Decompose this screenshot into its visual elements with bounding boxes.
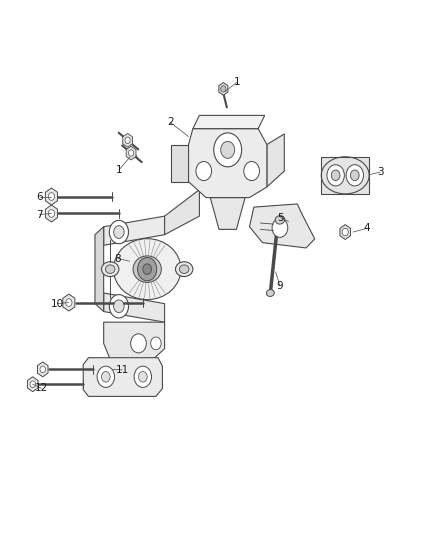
- Circle shape: [110, 295, 128, 318]
- Polygon shape: [104, 216, 165, 245]
- Circle shape: [128, 150, 134, 156]
- Text: 9: 9: [277, 281, 283, 291]
- Circle shape: [342, 228, 348, 236]
- Circle shape: [143, 264, 152, 274]
- Text: 3: 3: [377, 167, 383, 177]
- Circle shape: [134, 366, 152, 387]
- Polygon shape: [340, 224, 350, 239]
- Circle shape: [125, 137, 130, 143]
- Polygon shape: [171, 144, 188, 182]
- Circle shape: [114, 225, 124, 238]
- Circle shape: [272, 218, 288, 237]
- Circle shape: [114, 300, 124, 313]
- Polygon shape: [38, 362, 48, 377]
- Polygon shape: [83, 358, 162, 397]
- Text: 7: 7: [36, 209, 43, 220]
- Ellipse shape: [113, 239, 181, 300]
- Polygon shape: [126, 146, 136, 160]
- Text: 11: 11: [116, 365, 129, 375]
- Polygon shape: [121, 365, 160, 386]
- Ellipse shape: [180, 265, 189, 273]
- Ellipse shape: [176, 262, 193, 277]
- Text: 5: 5: [278, 213, 284, 223]
- Circle shape: [196, 161, 212, 181]
- Polygon shape: [28, 377, 38, 392]
- Circle shape: [48, 209, 55, 217]
- Text: 2: 2: [167, 117, 173, 127]
- Polygon shape: [63, 294, 75, 311]
- Ellipse shape: [106, 265, 115, 273]
- Circle shape: [346, 165, 364, 186]
- Polygon shape: [188, 128, 267, 198]
- Polygon shape: [95, 227, 104, 312]
- Ellipse shape: [275, 215, 285, 224]
- Circle shape: [244, 161, 259, 181]
- Polygon shape: [46, 205, 57, 222]
- Circle shape: [40, 366, 46, 373]
- Polygon shape: [210, 198, 245, 229]
- Text: 8: 8: [115, 254, 121, 263]
- Text: 1: 1: [234, 77, 240, 87]
- Text: 1: 1: [116, 165, 122, 175]
- Circle shape: [131, 334, 146, 353]
- Circle shape: [350, 170, 359, 181]
- Polygon shape: [267, 134, 284, 187]
- Polygon shape: [104, 322, 165, 365]
- Circle shape: [110, 220, 128, 244]
- Polygon shape: [165, 190, 199, 235]
- Circle shape: [214, 133, 242, 167]
- Text: 12: 12: [35, 383, 48, 393]
- Text: 6: 6: [36, 191, 43, 201]
- Circle shape: [331, 170, 340, 181]
- Polygon shape: [219, 83, 228, 95]
- Text: 10: 10: [50, 298, 64, 309]
- Circle shape: [97, 366, 115, 387]
- Polygon shape: [123, 133, 133, 147]
- Circle shape: [221, 86, 226, 92]
- Circle shape: [151, 337, 161, 350]
- Ellipse shape: [133, 256, 161, 282]
- Circle shape: [138, 372, 147, 382]
- Ellipse shape: [102, 262, 119, 277]
- Polygon shape: [321, 157, 369, 194]
- Ellipse shape: [266, 289, 274, 296]
- Polygon shape: [193, 115, 265, 128]
- Circle shape: [66, 298, 72, 306]
- Text: 4: 4: [364, 223, 370, 233]
- Polygon shape: [46, 188, 57, 205]
- Circle shape: [48, 193, 55, 200]
- Polygon shape: [104, 293, 165, 322]
- Circle shape: [102, 372, 110, 382]
- Circle shape: [327, 165, 344, 186]
- Circle shape: [30, 381, 35, 387]
- Circle shape: [221, 141, 235, 158]
- Polygon shape: [250, 204, 315, 248]
- Circle shape: [138, 257, 157, 281]
